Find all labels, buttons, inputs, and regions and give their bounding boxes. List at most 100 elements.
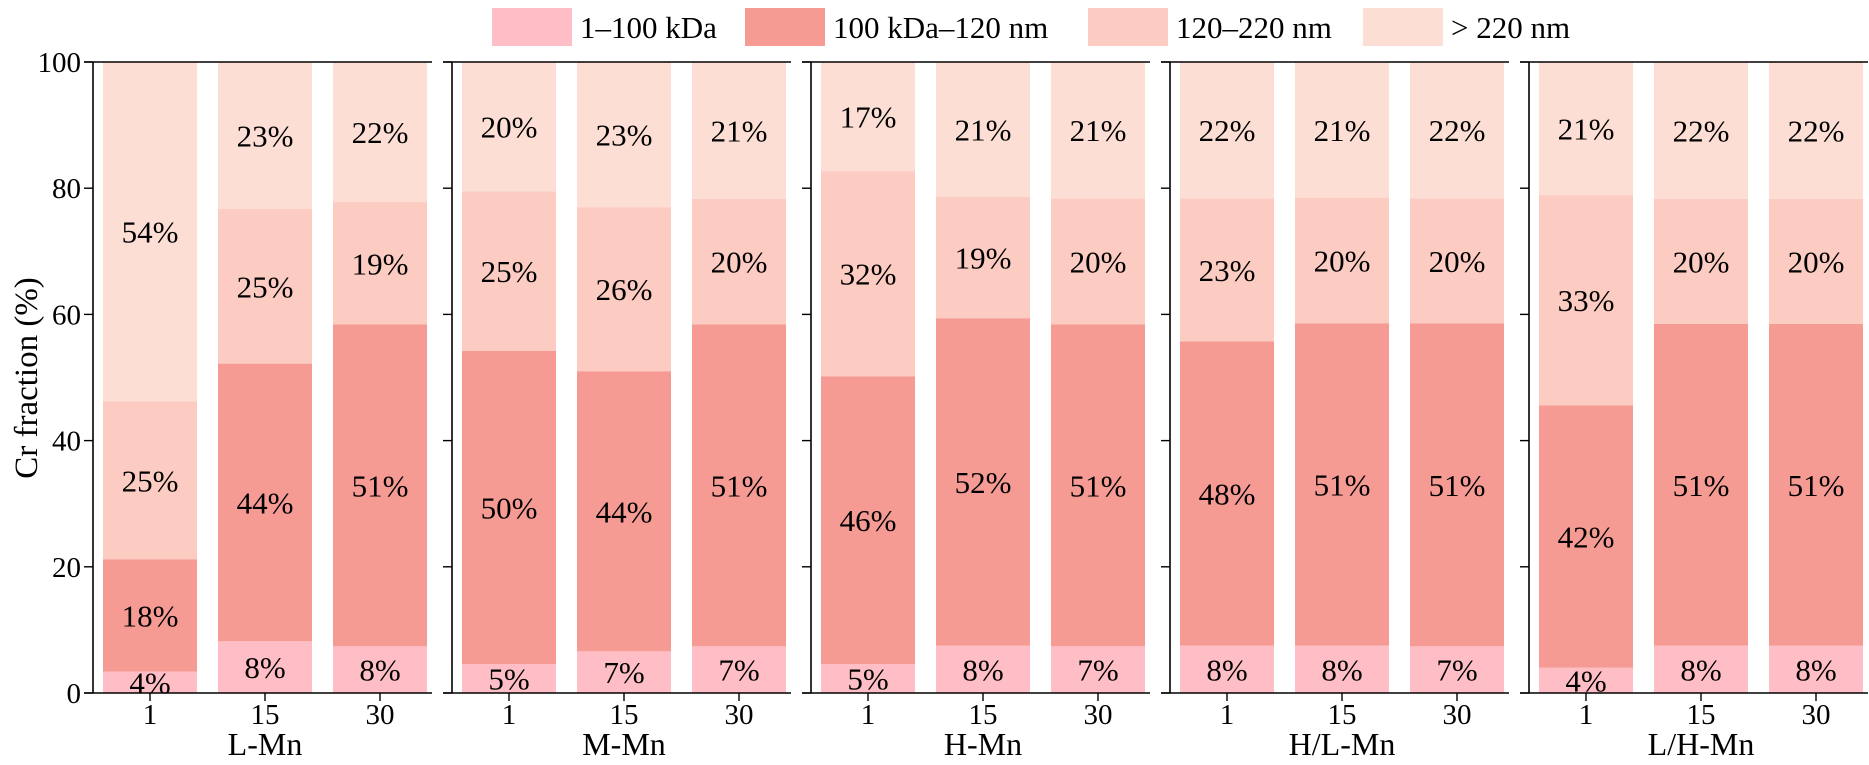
data-label: 25% [237, 269, 294, 304]
bar-segment [1051, 62, 1145, 199]
panel: 5% 50% 25% 20% 7% 44% 26% 23% 7% 51% 20% 21% 1 15 30 M-… [443, 61, 791, 762]
y-tick-label: 20 [52, 552, 81, 584]
legend-label: > 220 nm [1451, 10, 1570, 45]
bar-segment [936, 318, 1030, 646]
bar-segment [333, 646, 427, 693]
data-label: 21% [1314, 113, 1371, 148]
data-label: 51% [1429, 468, 1486, 503]
data-label: 8% [244, 650, 285, 685]
bar-segment [821, 663, 915, 693]
bar-segment [1539, 405, 1633, 668]
legend-item: > 220 nm [1363, 8, 1570, 46]
legend-label: 100 kDa–120 nm [833, 10, 1048, 45]
bar-segment [103, 671, 197, 693]
data-label: 51% [1673, 468, 1730, 503]
x-tick-label: 1 [1579, 699, 1594, 731]
bar-segment [103, 559, 197, 672]
legend-swatch [492, 8, 572, 46]
data-label: 19% [352, 246, 409, 281]
data-label: 51% [1788, 468, 1845, 503]
bar-segment [1180, 341, 1274, 646]
data-label: 23% [237, 119, 294, 154]
x-tick-label: 30 [1802, 699, 1831, 731]
legend-swatch [1088, 8, 1168, 46]
bar-stack: 8% 51% 19% 22% [333, 62, 427, 693]
data-label: 8% [1206, 652, 1247, 687]
bar-segment [1769, 645, 1863, 693]
bar-stack: 8% 44% 25% 23% [218, 62, 312, 693]
bar-segment [103, 401, 197, 560]
bar-segment [1410, 198, 1504, 324]
bar-segment [1180, 198, 1274, 342]
bar-segment [1410, 646, 1504, 693]
bar-segment [1539, 667, 1633, 693]
data-label: 7% [718, 653, 759, 688]
legend-swatch [745, 8, 825, 46]
bar-stack: 5% 50% 25% 20% [462, 62, 556, 696]
data-label: 20% [1070, 244, 1127, 279]
bar-segment [218, 62, 312, 210]
x-tick-label: 1 [861, 699, 876, 731]
bar-segment [1654, 62, 1748, 199]
data-label: 8% [1321, 652, 1362, 687]
data-label: 25% [122, 463, 179, 498]
bar-segment [1051, 198, 1145, 325]
data-label: 20% [481, 110, 538, 145]
data-label: 22% [1429, 113, 1486, 148]
bar-segment [577, 651, 671, 693]
data-label: 51% [352, 468, 409, 503]
x-tick-label: 15 [969, 699, 998, 731]
group-label: H-Mn [944, 726, 1022, 762]
x-tick-label: 15 [1328, 699, 1357, 731]
data-label: 8% [1795, 652, 1836, 687]
bar-segment [936, 645, 1030, 693]
group-label: L/H-Mn [1648, 726, 1755, 762]
data-label: 7% [603, 655, 644, 690]
data-label: 21% [1558, 112, 1615, 147]
x-tick-label: 15 [251, 699, 280, 731]
data-label: 18% [122, 598, 179, 633]
data-label: 7% [1077, 653, 1118, 688]
panel: 4%42%33%21%8%51%20%22%8%51%20%22%1 15 30L/… [1520, 61, 1868, 762]
bar-segment [333, 62, 427, 203]
bar-segment [218, 209, 312, 364]
bar-stack: 5% 46% 32% 17% [821, 62, 915, 696]
data-label: 21% [711, 113, 768, 148]
legend-label: 1–100 kDa [580, 10, 717, 45]
data-label: 19% [955, 241, 1012, 276]
bar-segment [821, 171, 915, 377]
data-label: 26% [596, 272, 653, 307]
bar-segment [1769, 198, 1863, 324]
bar-segment [1769, 62, 1863, 199]
data-label: 5% [488, 661, 529, 696]
x-tick-label: 15 [1687, 699, 1716, 731]
data-label: 21% [1070, 113, 1127, 148]
data-label: 8% [359, 653, 400, 688]
bar-segment [577, 62, 671, 208]
bar-stack: 8% 51% 20% 21% [1295, 62, 1389, 693]
bar-segment [1539, 195, 1633, 406]
bar-segment [1295, 197, 1389, 324]
x-tick-label: 1 [502, 699, 517, 731]
bar-segment [1410, 323, 1504, 647]
data-label: 7% [1436, 653, 1477, 688]
bar-stack: 8% 52% 19% 21% [936, 62, 1030, 693]
data-label: 42% [1558, 520, 1615, 555]
bar-segment [218, 363, 312, 642]
bar-segment [1180, 645, 1274, 693]
panel: 8% 48% 23% 22% 8% 51% 20% 21% 7% 51% 20% 22% 1 15 30 H/… [1161, 61, 1509, 762]
group-label: M-Mn [582, 726, 666, 762]
bar-segment [1051, 324, 1145, 647]
data-label: 8% [1680, 652, 1721, 687]
x-tick-label: 1 [143, 699, 158, 731]
bar-segment [1539, 62, 1633, 196]
data-label: 51% [1314, 467, 1371, 502]
bar-segment [103, 62, 197, 402]
data-label: 22% [352, 115, 409, 150]
data-label: 20% [1673, 244, 1730, 279]
data-label: 22% [1199, 113, 1256, 148]
bar-stack: 7% 51% 20% 21% [692, 62, 786, 693]
data-label: 32% [840, 257, 897, 292]
bar-segment [692, 646, 786, 693]
